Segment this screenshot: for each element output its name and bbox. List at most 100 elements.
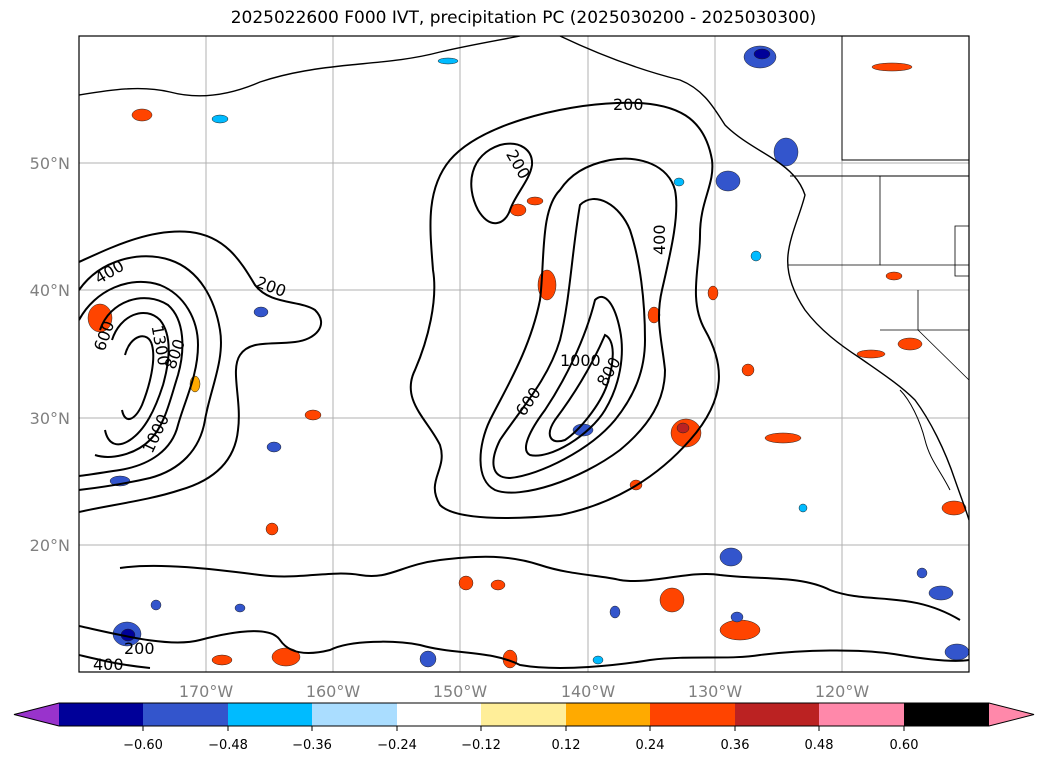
precip-patch bbox=[304, 409, 322, 421]
precip-patch bbox=[753, 48, 771, 60]
lat-tick-30n: 30°N bbox=[30, 409, 70, 428]
baja-coast bbox=[899, 389, 951, 491]
precip-patch bbox=[856, 349, 886, 359]
precip-patch bbox=[437, 57, 459, 65]
colorbar-outline bbox=[13, 702, 1035, 727]
precip-positive-patches bbox=[87, 62, 967, 669]
precip-patch bbox=[764, 432, 802, 444]
ivt-contours bbox=[79, 101, 969, 669]
precip-patch bbox=[490, 579, 506, 591]
precip-patch bbox=[673, 177, 685, 187]
precip-patch bbox=[458, 575, 474, 591]
map-frame bbox=[78, 35, 970, 673]
colorbar-segment bbox=[735, 703, 820, 726]
ivt-contour-400-west bbox=[79, 255, 222, 491]
colorbar-tick-label: 0.36 bbox=[721, 738, 750, 753]
precip-patch bbox=[798, 503, 808, 513]
coastlines bbox=[79, 36, 969, 521]
ivt-contour-200-south-2 bbox=[119, 555, 961, 621]
precip-patch bbox=[526, 196, 544, 206]
ivt-contour-400-south bbox=[79, 654, 151, 669]
colorbar-segment bbox=[650, 703, 736, 726]
colorbar-segment bbox=[397, 703, 482, 726]
colorbar-tick-label: −0.24 bbox=[377, 738, 417, 753]
lon-tick-labels: 170°W 160°W 150°W 140°W 130°W 120°W bbox=[179, 682, 870, 701]
lat-tick-labels: 50°N 40°N 30°N 20°N bbox=[30, 154, 70, 555]
colorbar-tick-label: 0.48 bbox=[805, 738, 834, 753]
state-border-5 bbox=[954, 225, 969, 277]
colorbar-tick-label: 0.12 bbox=[552, 738, 581, 753]
precip-patch bbox=[592, 655, 604, 665]
map-background bbox=[79, 36, 969, 672]
contour-label-1000-b: 1000 bbox=[560, 351, 601, 370]
colorbar-segment bbox=[566, 703, 651, 726]
colorbar-segment bbox=[228, 703, 313, 726]
contour-label-400-b: 400 bbox=[650, 224, 669, 255]
ivt-contour-800 bbox=[525, 295, 623, 457]
lon-tick-130w: 130°W bbox=[688, 682, 743, 701]
colorbar-segment bbox=[143, 703, 229, 726]
precip-patch bbox=[871, 62, 913, 72]
precip-patch bbox=[773, 137, 799, 167]
precip-patch bbox=[750, 250, 762, 262]
precip-patch bbox=[897, 337, 923, 351]
precip-patch bbox=[211, 114, 229, 124]
precip-patch bbox=[265, 522, 279, 536]
lat-tick-50n: 50°N bbox=[30, 154, 70, 173]
colorbar-segment bbox=[819, 703, 905, 726]
alaska-peninsula-coast bbox=[79, 36, 521, 97]
canada-alaska-border bbox=[841, 36, 969, 161]
lon-tick-160w: 160°W bbox=[306, 682, 361, 701]
colorbar-tick-labels: −0.60 −0.48 −0.36 −0.24 −0.12 0.12 0.24 … bbox=[123, 738, 918, 753]
colorbar-segment bbox=[481, 703, 567, 726]
colorbar-tick-label: −0.36 bbox=[292, 738, 332, 753]
lon-tick-120w: 120°W bbox=[815, 682, 870, 701]
precip-patch bbox=[719, 547, 743, 567]
map-title: 2025022600 F000 IVT, precipitation PC (2… bbox=[230, 8, 817, 28]
precip-patch bbox=[234, 603, 246, 613]
ivt-contour-200-south bbox=[79, 625, 969, 669]
colorbar-tick-label: 0.60 bbox=[890, 738, 919, 753]
precip-patch bbox=[715, 170, 741, 192]
colorbar: −0.60 −0.48 −0.36 −0.24 −0.12 0.12 0.24 … bbox=[13, 702, 1035, 753]
precip-patch bbox=[87, 303, 113, 333]
ivt-contour-200 bbox=[409, 101, 720, 519]
colorbar-segment bbox=[904, 703, 989, 726]
colorbar-segment bbox=[59, 703, 144, 726]
colorbar-tick-label: −0.48 bbox=[208, 738, 248, 753]
contour-label-200-a: 200 bbox=[613, 95, 644, 114]
precip-patch bbox=[609, 605, 621, 619]
ivt-contour-600 bbox=[492, 198, 647, 480]
ivt-contour-200-inner bbox=[470, 142, 534, 225]
precip-patch bbox=[271, 647, 301, 667]
colorbar-tick-label: 0.24 bbox=[636, 738, 665, 753]
ivt-contour-1000-west bbox=[104, 311, 170, 446]
precip-patch bbox=[266, 441, 282, 453]
precip-patch bbox=[741, 363, 755, 377]
ivt-contour-800-west bbox=[94, 297, 184, 458]
precip-patch bbox=[719, 619, 761, 641]
ivt-contour-400 bbox=[479, 157, 678, 494]
precip-patch bbox=[885, 271, 903, 281]
lon-tick-140w: 140°W bbox=[561, 682, 616, 701]
precip-patch bbox=[944, 643, 969, 661]
precip-patch bbox=[131, 108, 153, 122]
lon-tick-150w: 150°W bbox=[433, 682, 488, 701]
precip-patch bbox=[676, 422, 690, 434]
colorbar-extend-left bbox=[14, 703, 59, 726]
precip-patch bbox=[730, 611, 744, 623]
precip-patch bbox=[419, 650, 437, 668]
ivt-contour-1300-west bbox=[121, 335, 155, 420]
ivt-contour-1000 bbox=[548, 333, 614, 443]
lat-tick-20n: 20°N bbox=[30, 536, 70, 555]
colorbar-ticks bbox=[142, 726, 905, 731]
ivt-contour-200-west bbox=[79, 230, 323, 513]
precip-patch bbox=[941, 500, 967, 516]
precip-patch bbox=[707, 285, 719, 301]
colorbar-extend-right bbox=[989, 703, 1034, 726]
contour-label-400-c: 400 bbox=[93, 655, 124, 674]
precip-patch bbox=[253, 306, 269, 318]
lon-tick-170w: 170°W bbox=[179, 682, 234, 701]
ivt-contour-600-west bbox=[79, 280, 200, 477]
